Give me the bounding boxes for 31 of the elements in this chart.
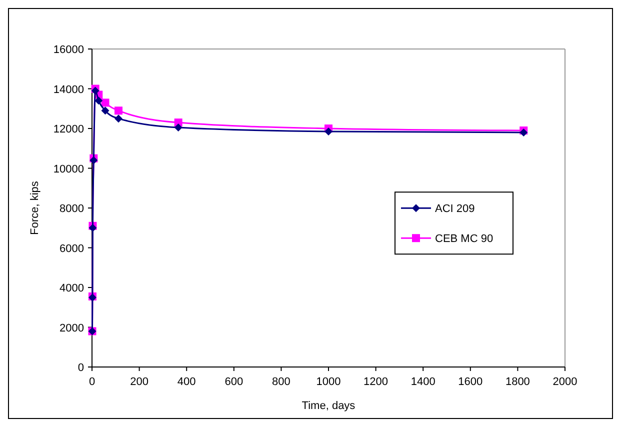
x-tick-label: 0 [88,376,96,388]
point [114,106,122,115]
point [94,96,103,105]
y-tick-label: 4000 [60,282,84,294]
y-tick-label: 14000 [53,84,84,96]
point [114,114,122,123]
x-tick-label: 800 [272,376,290,388]
point [101,98,110,107]
y-tick-label: 0 [78,362,84,374]
y-tick-label: 2000 [60,322,84,334]
x-tick-label: 200 [130,376,148,388]
point [324,127,332,136]
x-tick-label: 600 [224,376,244,388]
y-tick-label: 6000 [60,242,84,255]
y-axis-title: Force, kips [29,180,41,235]
x-tick-label: 1200 [364,376,388,388]
x-tick-label: 1600 [458,376,483,388]
x-tick-label: 1800 [505,376,530,388]
x-tick-label: 1000 [316,376,341,388]
x-tick-label: 400 [177,376,196,388]
x-tick-label: 1400 [410,376,436,388]
point [174,124,182,132]
legend-label: ACI 209 [435,203,475,216]
point [101,106,110,115]
legend-label: CEB MC 90 [435,233,494,246]
y-tick-label: 16000 [53,44,84,56]
x-axis-title: Time, days [302,400,356,412]
x-tick-label: 2000 [552,376,578,388]
y-tick-label: 8000 [60,203,84,215]
y-tick-label: 12000 [53,124,84,136]
y-tick-label: 10000 [53,163,84,176]
